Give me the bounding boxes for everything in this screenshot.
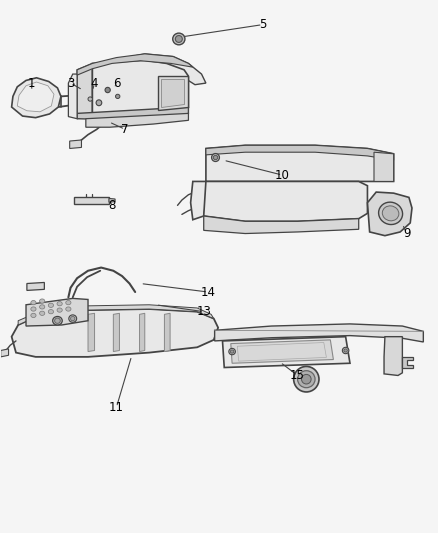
- Polygon shape: [140, 313, 145, 352]
- Text: 9: 9: [403, 227, 410, 240]
- Polygon shape: [223, 337, 350, 368]
- Ellipse shape: [173, 33, 185, 45]
- Ellipse shape: [105, 87, 110, 93]
- Polygon shape: [1, 349, 9, 357]
- Polygon shape: [204, 216, 359, 233]
- Polygon shape: [384, 337, 403, 375]
- Polygon shape: [158, 76, 187, 110]
- Text: 11: 11: [109, 401, 124, 414]
- Text: 7: 7: [121, 123, 129, 136]
- Text: 14: 14: [201, 286, 215, 298]
- Text: 3: 3: [67, 77, 74, 90]
- Text: 1: 1: [28, 77, 35, 90]
- Polygon shape: [191, 181, 206, 220]
- Ellipse shape: [31, 313, 36, 318]
- Polygon shape: [68, 74, 77, 119]
- Polygon shape: [231, 340, 333, 364]
- Polygon shape: [12, 78, 61, 118]
- Polygon shape: [206, 146, 394, 160]
- Polygon shape: [237, 343, 326, 361]
- Ellipse shape: [66, 307, 71, 311]
- Ellipse shape: [116, 94, 120, 99]
- Ellipse shape: [96, 100, 102, 106]
- Polygon shape: [403, 357, 413, 368]
- Ellipse shape: [57, 308, 62, 312]
- Ellipse shape: [31, 307, 36, 311]
- Polygon shape: [109, 198, 115, 202]
- Ellipse shape: [39, 305, 45, 309]
- Ellipse shape: [69, 315, 77, 322]
- Polygon shape: [18, 305, 214, 325]
- Polygon shape: [161, 79, 184, 107]
- Polygon shape: [27, 282, 44, 290]
- Ellipse shape: [48, 310, 53, 314]
- Polygon shape: [113, 313, 120, 352]
- Text: 13: 13: [196, 305, 211, 318]
- Ellipse shape: [175, 36, 182, 43]
- Polygon shape: [12, 309, 218, 357]
- Ellipse shape: [229, 349, 235, 355]
- Polygon shape: [26, 298, 88, 326]
- Ellipse shape: [344, 349, 347, 352]
- Ellipse shape: [39, 299, 45, 303]
- Polygon shape: [92, 60, 188, 115]
- Ellipse shape: [230, 350, 234, 353]
- Ellipse shape: [55, 318, 60, 324]
- Ellipse shape: [48, 303, 53, 308]
- Polygon shape: [215, 324, 424, 342]
- Ellipse shape: [343, 348, 349, 354]
- Polygon shape: [70, 140, 81, 149]
- Text: 5: 5: [259, 18, 266, 31]
- Ellipse shape: [297, 370, 315, 387]
- Polygon shape: [206, 146, 394, 181]
- Ellipse shape: [212, 154, 219, 161]
- Text: 10: 10: [275, 168, 290, 182]
- Polygon shape: [74, 197, 109, 204]
- Ellipse shape: [66, 301, 71, 305]
- Polygon shape: [367, 192, 412, 236]
- Polygon shape: [374, 152, 394, 181]
- Polygon shape: [77, 63, 92, 119]
- Ellipse shape: [31, 301, 36, 305]
- Ellipse shape: [57, 302, 62, 306]
- Text: 4: 4: [91, 77, 98, 90]
- Ellipse shape: [293, 367, 319, 392]
- Text: 15: 15: [290, 369, 305, 382]
- Polygon shape: [77, 54, 193, 75]
- Polygon shape: [17, 82, 54, 112]
- Polygon shape: [86, 114, 188, 127]
- Polygon shape: [88, 313, 95, 352]
- Ellipse shape: [39, 311, 45, 316]
- Ellipse shape: [71, 317, 75, 321]
- Text: 6: 6: [113, 77, 120, 90]
- Polygon shape: [204, 181, 367, 221]
- Ellipse shape: [88, 97, 92, 101]
- Ellipse shape: [378, 202, 403, 224]
- Ellipse shape: [382, 206, 399, 221]
- Polygon shape: [164, 313, 170, 352]
- Ellipse shape: [53, 317, 62, 325]
- Text: 8: 8: [108, 199, 116, 212]
- Polygon shape: [127, 54, 206, 85]
- Ellipse shape: [301, 374, 311, 384]
- Ellipse shape: [213, 156, 218, 160]
- Polygon shape: [77, 107, 188, 120]
